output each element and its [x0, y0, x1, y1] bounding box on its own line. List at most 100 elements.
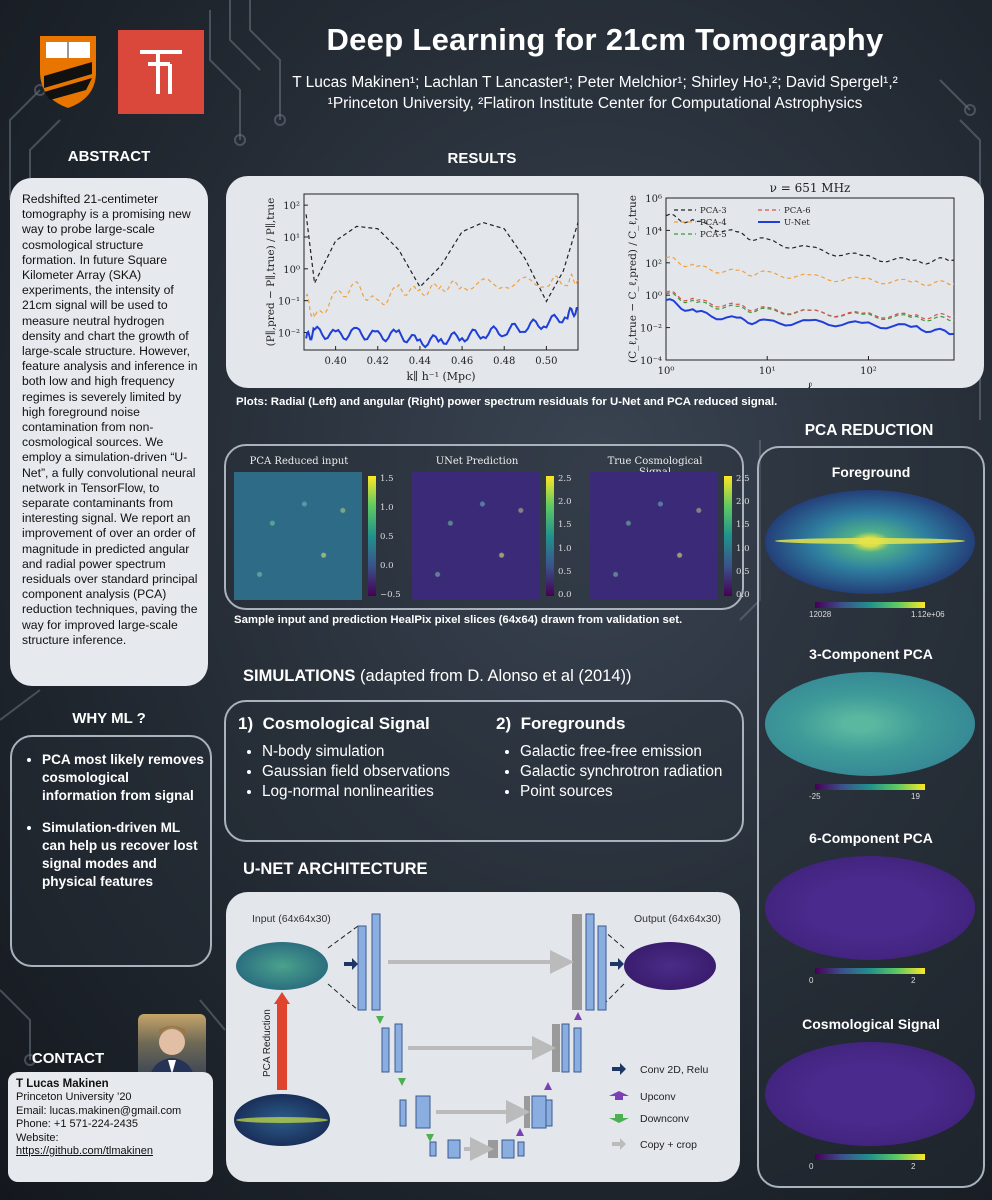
sample-slice-image [590, 472, 718, 600]
colorbar-tick: 1.0 [558, 543, 572, 554]
list-item: Gaussian field observations [262, 762, 488, 782]
contact-school: Princeton University ’20 [16, 1091, 132, 1104]
why-ml-box: PCA most likely removes cosmological inf… [10, 735, 212, 967]
x-tick-label: 10¹ [759, 366, 776, 377]
sample-slice: True Cosmological Signal2.52.01.51.00.50… [590, 456, 765, 600]
legend-copy-crop: Copy + crop [640, 1139, 697, 1151]
y-axis-label: (C_ℓ,true − C_ℓ,pred) / C_ℓ,true [627, 195, 639, 363]
x-tick-label: 10² [860, 366, 877, 377]
y-tick-label: 10⁻⁴ [640, 356, 662, 367]
pca-map-title: 6-Component PCA [809, 830, 933, 846]
unet-diagram-panel: Input (64x64x30) Output (64x64x30) PCA R… [226, 892, 740, 1182]
colorbar-tick: −0.5 [380, 590, 401, 600]
pca-colorbar-min: 0 [809, 976, 814, 985]
radial-power-spectrum-chart: 10² 10¹ 10⁰ 10⁻¹ 10⁻² 0.40 0.42 0.44 0.46 0.48 0.5… [265, 193, 579, 383]
x-tick-label: 0.48 [493, 356, 515, 367]
results-plots-panel: 10² 10¹ 10⁰ 10⁻¹ 10⁻² 0.40 0.42 0.44 0.46 0.48 0.5… [226, 176, 984, 388]
pca-colorbar [815, 1154, 925, 1160]
series-line-u-net [305, 306, 579, 349]
pca-map-title: Cosmological Signal [802, 1016, 940, 1032]
unet-input-label: Input (64x64x30) [252, 913, 331, 925]
why-ml-heading: WHY ML ? [72, 710, 146, 727]
pca-colorbar [815, 968, 925, 974]
col1-title: Cosmological Signal [262, 714, 430, 733]
contact-box: T Lucas Makinen Princeton University ’20… [8, 1072, 213, 1182]
colorbar-tick: 0.0 [558, 590, 572, 600]
colorbar-tick: 0.0 [736, 590, 750, 600]
sample-slice-title: PCA Reduced input [249, 456, 349, 467]
contact-name: T Lucas Makinen [16, 1078, 109, 1090]
princeton-logo [36, 32, 100, 110]
pca-colorbar-min: 0 [809, 1162, 814, 1171]
flatiron-logo [118, 30, 204, 114]
colorbar-tick: 0.5 [736, 566, 750, 577]
pca-colorbar-max: 1.12e+06 [911, 610, 945, 619]
colorbar-tick: 0.5 [380, 532, 394, 542]
series-line-pca-4 [665, 256, 955, 287]
pca-maps-panel: Foreground 12028 1.12e+06 3-Component PCA -2… [757, 446, 985, 1188]
list-item: Log-normal nonlinearities [262, 782, 488, 802]
contact-email[interactable]: Email: lucas.makinen@gmail.com [16, 1104, 182, 1117]
sample-slice-title: UNet Prediction [435, 456, 519, 467]
pca-colorbar-min: 12028 [809, 610, 832, 619]
colorbar-tick: 1.5 [558, 520, 572, 531]
output-map [624, 942, 716, 990]
y-tick-label: 10⁰ [645, 291, 662, 302]
pca-mollweide-map [765, 1042, 975, 1146]
sample-slice-image [234, 472, 362, 600]
colorbar-tick: 2.5 [736, 474, 750, 484]
list-item: Point sources [520, 782, 736, 802]
legend-label: PCA-4 [700, 218, 727, 228]
x-tick-label: 0.40 [324, 356, 346, 367]
pca-colorbar-max: 2 [911, 1162, 916, 1171]
sample-slice: UNet Prediction 2.5 2.0 1.5 1.0 0.5 0.0 [412, 456, 587, 600]
poster-title: Deep Learning for 21cm Tomography [326, 22, 884, 57]
y-tick-label: 10⁶ [645, 194, 662, 205]
plot-frame [665, 197, 955, 361]
pca-reduction-label: PCA Reduction [262, 1009, 273, 1077]
legend-label: PCA-5 [700, 230, 727, 240]
why-ml-item: Simulation-driven ML can help us recover… [42, 819, 204, 891]
chart-title: ν = 651 MHz [770, 181, 851, 195]
pca-colorbar-max: 2 [911, 976, 916, 985]
results-heading: RESULTS [447, 150, 517, 167]
sample-slice-image [412, 472, 540, 600]
contact-website-label: Website: [16, 1131, 59, 1144]
y-tick-label: 10² [645, 259, 662, 270]
legend-conv: Conv 2D, Relu [640, 1064, 708, 1076]
colorbar [724, 476, 732, 596]
y-tick-label: 10⁻² [640, 324, 662, 335]
series-line-pca-4 [305, 273, 579, 320]
legend-label: PCA-6 [784, 206, 811, 216]
col1-number: 1) [238, 714, 254, 733]
colorbar-tick: 1.0 [736, 543, 750, 554]
x-axis-label: k∥ h⁻¹ (Mpc) [406, 370, 475, 383]
simulations-heading-row: SIMULATIONS (adapted from D. Alonso et a… [243, 667, 763, 686]
colorbar [368, 476, 376, 596]
series-line-pca-3 [305, 214, 579, 303]
y-tick-label: 10⁴ [645, 226, 662, 237]
x-tick-label: 0.42 [367, 356, 389, 367]
colorbar-tick: 0.0 [380, 561, 394, 571]
series-line-pca-5 [665, 292, 955, 322]
contact-website-link[interactable]: https://github.com/tlmakinen [16, 1145, 153, 1158]
y-tick-label: 10⁰ [283, 265, 300, 276]
pca-map-title: 3-Component PCA [809, 646, 933, 662]
colorbar-tick: 2.0 [736, 497, 750, 508]
series-line-u-net [665, 298, 955, 336]
legend-label: U-Net [784, 218, 810, 228]
colorbar-tick: 0.5 [558, 566, 572, 577]
abstract-box: Redshifted 21-centimeter tomography is a… [10, 178, 208, 686]
simulations-box: 1) Cosmological Signal N-body simulation… [224, 700, 744, 842]
series-line-pca-6 [665, 290, 955, 320]
unet-output-label: Output (64x64x30) [634, 913, 721, 925]
author-list: T Lucas Makinen¹; Lachlan T Lancaster¹; … [292, 74, 898, 91]
x-tick-label: 10⁰ [658, 366, 675, 377]
pca-map-title: Foreground [831, 464, 911, 480]
foregrounds-column: 2) Foregrounds Galactic free-free emissi… [496, 714, 736, 802]
list-item: N-body simulation [262, 742, 488, 762]
pca-mollweide-map [765, 856, 975, 960]
y-tick-label: 10⁻¹ [278, 297, 300, 308]
simulations-heading: SIMULATIONS [243, 667, 356, 685]
